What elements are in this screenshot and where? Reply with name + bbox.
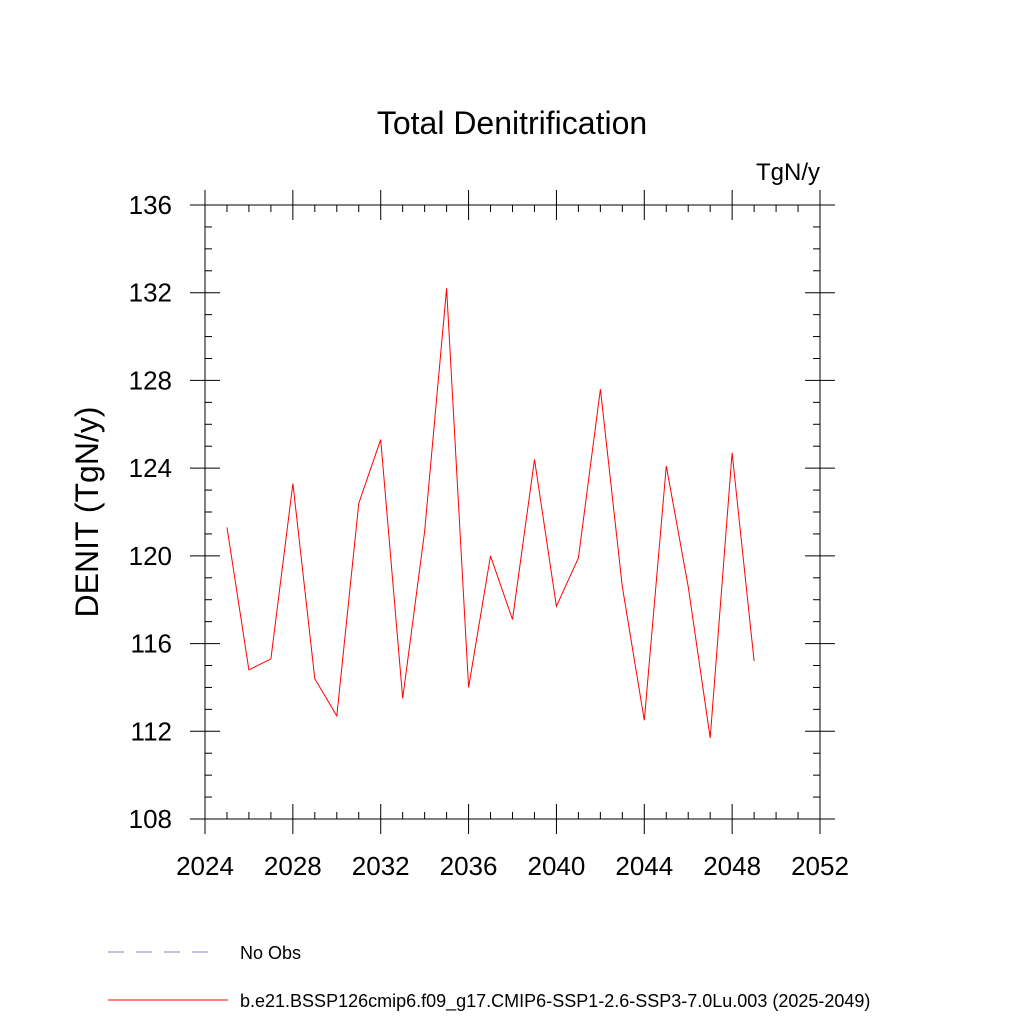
x-tick-label: 2032 [352, 851, 410, 881]
units-label: TgN/y [756, 159, 820, 186]
data-point [490, 555, 491, 556]
data-point [402, 698, 403, 699]
y-tick-label: 108 [129, 804, 172, 834]
legend-label-no-obs: No Obs [240, 943, 301, 963]
x-tick-label: 2040 [528, 851, 586, 881]
data-point [534, 459, 535, 460]
y-tick-label: 132 [129, 278, 172, 308]
data-point [468, 687, 469, 688]
y-tick-label: 116 [131, 629, 172, 659]
y-tick-label: 136 [129, 190, 172, 220]
y-tick-label: 128 [129, 365, 172, 395]
data-point [314, 678, 315, 679]
data-point [622, 586, 623, 587]
y-tick-label: 112 [131, 716, 172, 746]
data-point [446, 288, 447, 289]
data-point [380, 439, 381, 440]
data-point [710, 737, 711, 738]
legend: No Obs b.e21.BSSP126cmip6.f09_g17.CMIP6-… [108, 943, 870, 1012]
data-point [666, 465, 667, 466]
data-point [292, 483, 293, 484]
plot-area: 2024 2028 2032 2036 2040 2044 2048 2052 108 112 11… [129, 190, 849, 881]
data-point [424, 531, 425, 532]
data-point [336, 715, 337, 716]
x-tick-label: 2028 [264, 851, 322, 881]
data-point [754, 661, 755, 662]
x-tick-label: 2044 [615, 851, 673, 881]
x-tick-label: 2052 [791, 851, 849, 881]
data-point [688, 586, 689, 587]
x-tick-label: 2036 [440, 851, 498, 881]
data-point [600, 389, 601, 390]
series-line [226, 288, 755, 738]
data-point [644, 720, 645, 721]
data-point [358, 503, 359, 504]
data-point [248, 669, 249, 670]
data-point [578, 558, 579, 559]
data-point [226, 527, 227, 528]
x-tick-label: 2024 [176, 851, 234, 881]
y-tick-label: 124 [129, 453, 172, 483]
data-point [270, 658, 271, 659]
x-tick-label: 2048 [703, 851, 761, 881]
y-tick-label: 120 [129, 541, 172, 571]
y-axis-label: DENIT (TgN/y) [69, 407, 105, 618]
legend-label-series: b.e21.BSSP126cmip6.f09_g17.CMIP6-SSP1-2.… [240, 991, 870, 1012]
chart-title: Total Denitrification [377, 105, 647, 141]
data-point [732, 452, 733, 453]
series-layer [226, 288, 755, 738]
data-point [512, 619, 513, 620]
data-point [556, 606, 557, 607]
